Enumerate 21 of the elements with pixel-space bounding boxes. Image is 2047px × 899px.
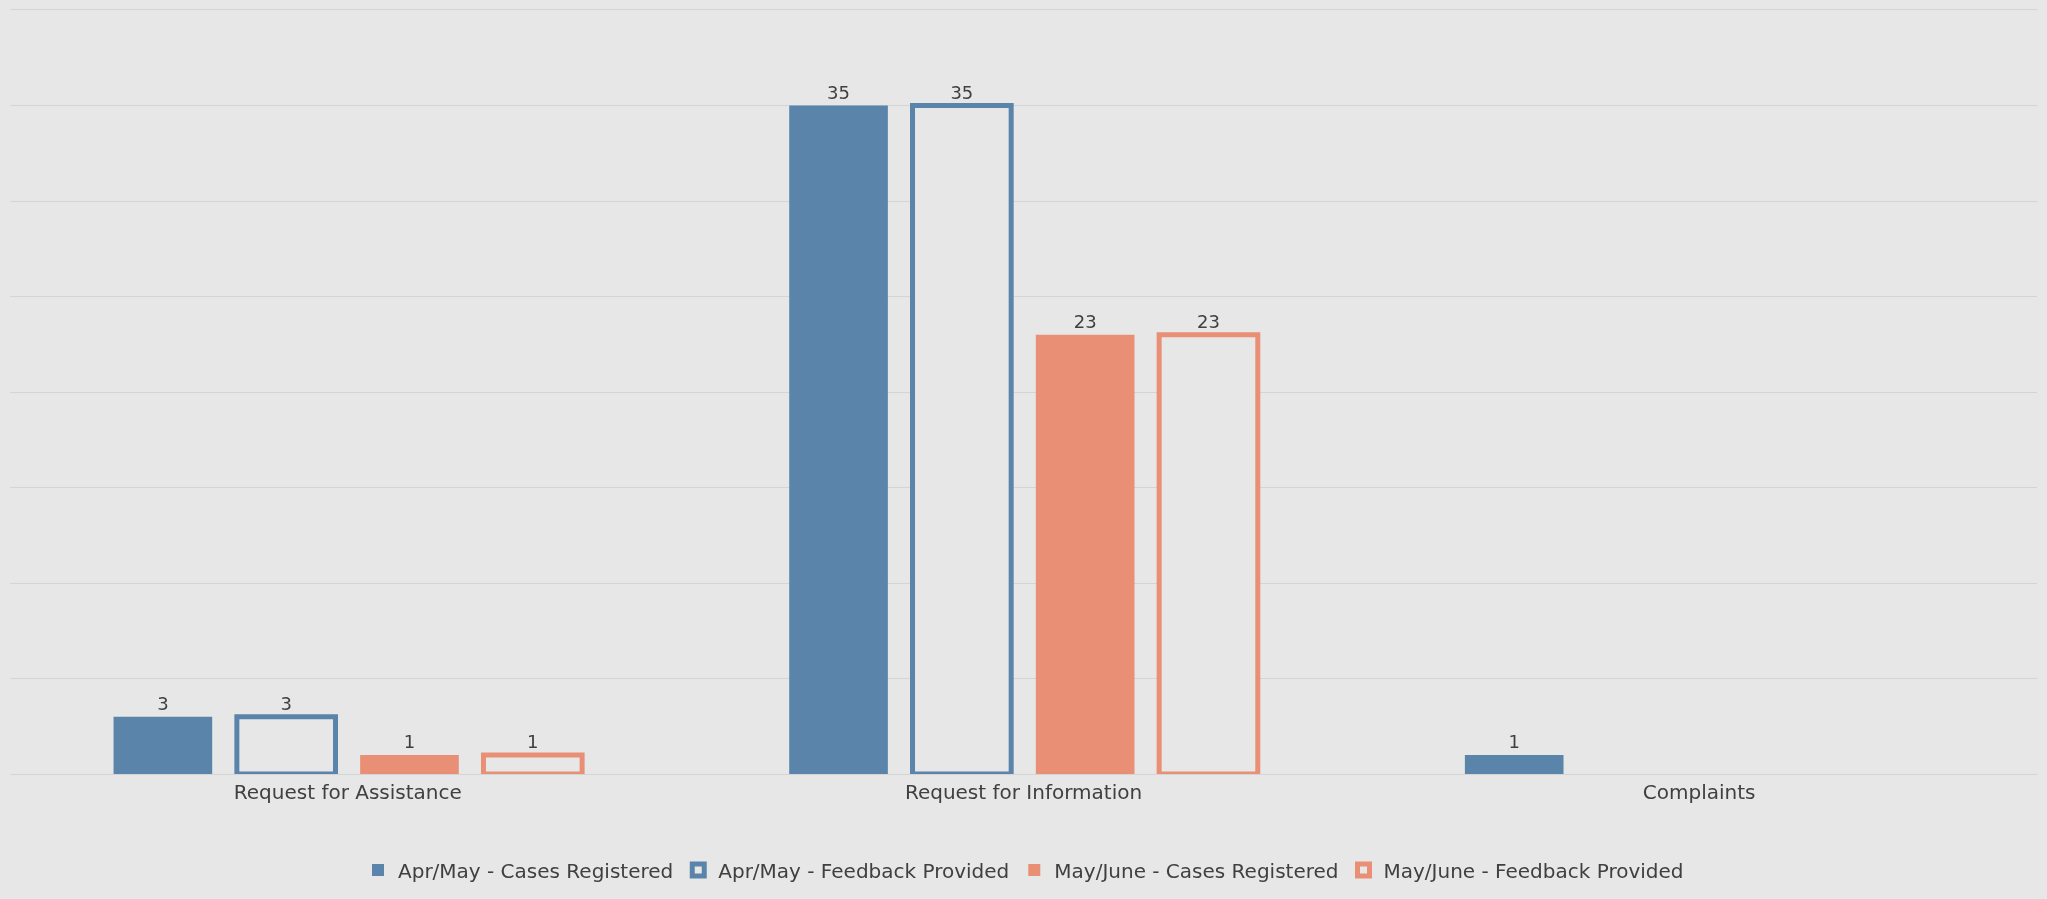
bar (1464, 754, 1564, 774)
data-label: 3 (157, 692, 169, 714)
data-label: 23 (1073, 310, 1097, 332)
data-label: 1 (1508, 730, 1520, 752)
x-tick-label: Complaints (1642, 780, 1756, 804)
data-label: 35 (827, 81, 850, 103)
legend-label: May/June - Cases Registered (1054, 858, 1339, 883)
data-label: 1 (403, 730, 416, 752)
legend-label: Apr/May - Feedback Provided (718, 858, 1010, 883)
bar (789, 105, 888, 774)
bar (1035, 334, 1135, 774)
bar (113, 716, 213, 774)
data-label: 3 (280, 692, 292, 714)
x-tick-label: Request for Assistance (233, 780, 462, 804)
legend-label: May/June - Feedback Provided (1383, 858, 1684, 883)
data-label: 23 (1197, 310, 1220, 332)
data-label: 35 (950, 81, 974, 103)
bar (360, 754, 459, 774)
data-label: 1 (527, 730, 539, 752)
x-tick-label: Request for Information (904, 780, 1143, 804)
legend-label: Apr/May - Cases Registered (398, 858, 674, 883)
